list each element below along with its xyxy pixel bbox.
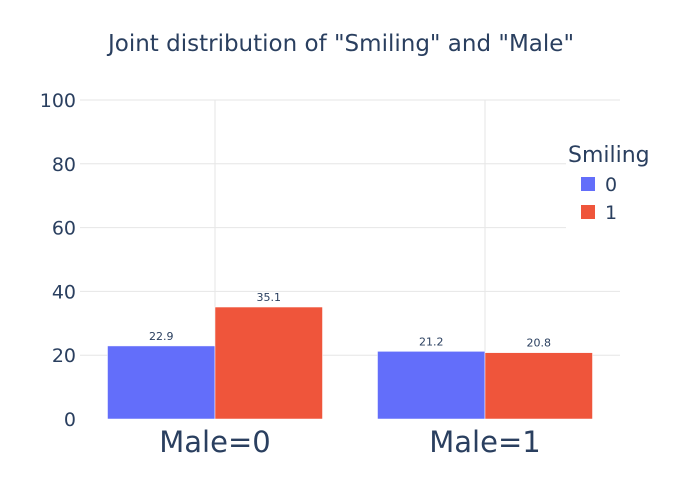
bar-smiling-0-male0[interactable] xyxy=(107,345,216,420)
y-tick-label: 60 xyxy=(52,218,76,240)
legend-items: 01 xyxy=(581,174,617,224)
bar-labels: 22.9 21.2 35.1 20.8 xyxy=(149,291,551,350)
x-axis-ticks: Male=0 Male=1 xyxy=(159,425,540,459)
legend-item-0[interactable]: 0 xyxy=(581,174,617,196)
bar-smiling-1-male1[interactable] xyxy=(484,352,593,420)
chart-title: Joint distribution of "Smiling" and "Mal… xyxy=(106,31,574,57)
legend-label: 0 xyxy=(605,174,617,196)
legend-swatch xyxy=(581,177,595,191)
bar-value-label: 22.9 xyxy=(149,330,174,343)
y-tick-label: 100 xyxy=(40,90,76,112)
legend-swatch xyxy=(581,205,595,219)
legend-title: Smiling xyxy=(568,143,650,168)
legend-item-1[interactable]: 1 xyxy=(581,202,617,224)
legend: Smiling 01 xyxy=(566,140,666,238)
bars xyxy=(107,306,593,420)
bar-value-label: 21.2 xyxy=(419,335,444,348)
y-tick-label: 80 xyxy=(52,154,76,176)
x-tick-label: Male=1 xyxy=(429,425,540,459)
bar-smiling-0-male1[interactable] xyxy=(377,351,486,420)
gridlines xyxy=(80,99,620,419)
y-tick-label: 20 xyxy=(52,345,76,367)
bar-value-label: 20.8 xyxy=(527,337,552,350)
x-tick-label: Male=0 xyxy=(159,425,270,459)
y-axis-ticks: 0 20 40 60 80 100 xyxy=(40,90,76,431)
y-tick-label: 0 xyxy=(64,409,76,431)
y-tick-label: 40 xyxy=(52,281,76,303)
bar-value-label: 35.1 xyxy=(257,291,282,304)
legend-label: 1 xyxy=(605,202,617,224)
bar-smiling-1-male0[interactable] xyxy=(214,306,323,420)
